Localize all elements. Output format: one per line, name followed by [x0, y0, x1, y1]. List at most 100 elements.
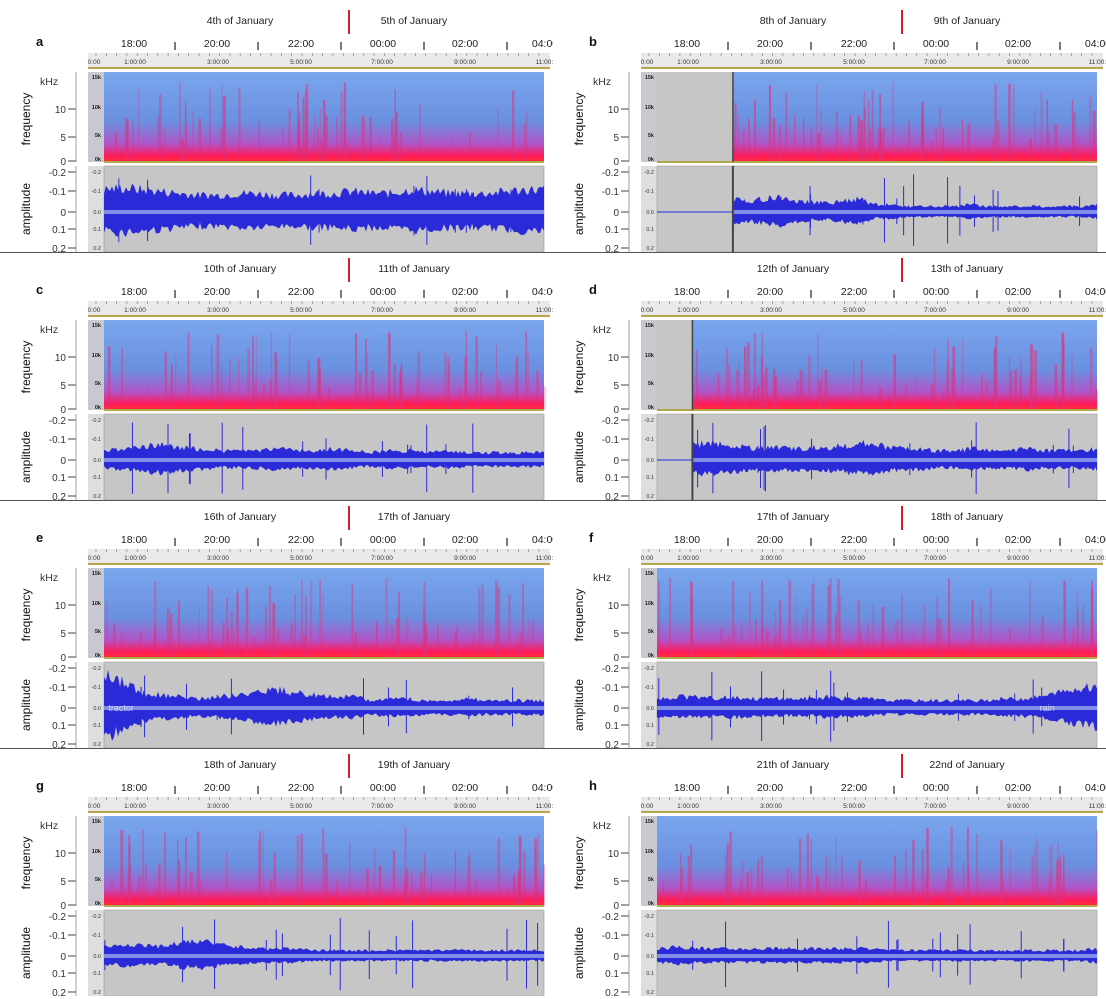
spectrogram-streak — [222, 622, 225, 658]
freq-outer-tick-label: 5 — [613, 381, 619, 392]
spectrogram-streak — [226, 598, 228, 658]
freq-inner-axis-strip — [88, 320, 104, 410]
spectrogram-streak — [390, 625, 394, 658]
spectrogram-streak — [378, 136, 381, 162]
panel-g: g 18th of January 19th of January 18:00 20:0… — [0, 748, 553, 996]
spectrogram-streak — [472, 633, 476, 658]
waveform-center-band — [657, 706, 1097, 710]
spectrogram-streak — [404, 826, 407, 906]
spectrogram-streak — [268, 586, 272, 658]
waveform-center-band — [104, 458, 544, 462]
amp-inner-tick-label: 0.1 — [646, 475, 654, 481]
spectrogram-streak — [952, 346, 956, 410]
clock-tick-label: 02:00 — [452, 286, 478, 298]
spectrogram-streak — [395, 112, 399, 162]
spectrogram-streak — [1029, 138, 1032, 162]
elapsed-tick-label: 9:00:00 — [1007, 555, 1029, 562]
spectrogram-streak — [727, 874, 729, 906]
spectrogram-streak — [328, 386, 331, 410]
spectrogram-streak — [818, 380, 822, 410]
amp-inner-tick-label: 0.1 — [646, 227, 654, 233]
spectrogram-streak — [524, 122, 527, 162]
clock-tick-label: 02:00 — [1005, 38, 1031, 50]
spectrogram-streak — [799, 369, 802, 410]
spectrogram-streak — [401, 362, 403, 410]
spectrogram-streak — [765, 367, 768, 410]
spectrogram-streak — [726, 846, 729, 906]
panel-letter-g: g — [36, 778, 44, 793]
clock-tick-label: 00:00 — [370, 782, 396, 794]
spectrogram-streak — [185, 123, 188, 162]
spectrogram-streak — [142, 829, 144, 906]
elapsed-tick-label: 0:00 — [88, 307, 101, 314]
freq-inner-tick-label: 5k — [648, 877, 655, 883]
spectrogram-streak — [1014, 369, 1017, 410]
amp-outer-tick-label: 0.2 — [605, 988, 619, 996]
spectrogram-image — [104, 568, 544, 658]
clock-tick-label: 18:00 — [674, 38, 700, 50]
spectrogram-streak — [375, 621, 378, 658]
spectrogram-streak — [391, 118, 394, 162]
spectrogram-streak — [192, 385, 195, 410]
spectrogram-streak — [495, 344, 497, 410]
spectrogram-streak — [110, 881, 114, 906]
khz-unit-label: kHz — [593, 820, 611, 832]
spectrogram-streak — [669, 578, 671, 658]
spectrogram-streak — [1049, 875, 1052, 906]
spectrogram-streak — [1012, 84, 1015, 162]
clock-tick-label: 18:00 — [121, 38, 147, 50]
day-after-label: 22nd of January — [929, 759, 1005, 771]
amp-outer-tick-label: 0.1 — [605, 969, 619, 980]
elapsed-tick-label: 3:00:00 — [760, 555, 782, 562]
spectrogram-streak — [879, 94, 881, 162]
spectrogram-streak — [319, 579, 321, 658]
spectrogram-streak — [192, 110, 194, 162]
spectrogram-streak — [417, 351, 421, 410]
spectrogram-streak — [264, 606, 267, 658]
spectrogram-streak — [263, 830, 265, 906]
spectrogram-streak — [945, 880, 948, 906]
spectrogram-streak — [508, 594, 511, 658]
elapsed-tick-label: 1:00:00 — [677, 307, 699, 314]
elapsed-tick-label: 1:00:00 — [677, 803, 699, 810]
spectrogram-streak — [419, 103, 421, 162]
elapsed-tick-label: 7:00:00 — [371, 59, 393, 66]
spectrogram-streak — [322, 99, 326, 162]
spectrogram-streak — [497, 381, 501, 410]
elapsed-tick-label: 11:00:00 — [1089, 803, 1106, 810]
spectrogram-streak — [1001, 877, 1004, 906]
freq-inner-tick-label: 15k — [645, 819, 655, 825]
spectrogram-streak — [423, 582, 426, 658]
elapsed-tick-label: 11:00:00 — [1089, 59, 1106, 66]
freq-inner-axis-strip — [641, 72, 657, 162]
freq-inner-tick-label: 0k — [648, 901, 655, 907]
spectrogram-streak — [537, 833, 540, 906]
spectrogram-streak — [448, 363, 450, 410]
spectrogram-streak — [1057, 842, 1059, 906]
spectrogram-streak — [741, 861, 744, 906]
panel-h-svg: h 21th of January 22nd of January 18:00 20:0… — [572, 754, 1106, 996]
freq-outer-tick-label: 5 — [60, 133, 66, 144]
spectrogram-streak — [403, 885, 406, 906]
frequency-axis-label: frequency — [19, 341, 33, 394]
spectrogram-streak — [178, 82, 181, 162]
spectrogram-streak — [858, 860, 861, 906]
spectrogram-streak — [994, 84, 997, 162]
clock-tick-label: 04:00 — [1085, 534, 1106, 546]
freq-inner-tick-label: 0k — [95, 653, 102, 659]
spectrogram-streak — [347, 140, 350, 162]
spectrogram-streak — [523, 850, 526, 906]
spectrogram-streak — [728, 365, 731, 410]
clock-tick-label: 00:00 — [370, 38, 396, 50]
spectrogram-streak — [657, 581, 660, 658]
spectrogram-streak — [816, 876, 820, 906]
spectrogram-streak — [690, 844, 693, 906]
spectrogram-streak — [128, 843, 131, 906]
spectrogram-streak — [723, 636, 726, 658]
spectrogram-streak — [921, 849, 924, 906]
spectrogram-streak — [753, 389, 756, 410]
spectrogram-streak — [921, 101, 925, 162]
amp-inner-tick-label: -0.1 — [92, 437, 101, 443]
spectrogram-streak — [324, 115, 328, 162]
amp-outer-tick-label: -0.1 — [602, 931, 620, 942]
